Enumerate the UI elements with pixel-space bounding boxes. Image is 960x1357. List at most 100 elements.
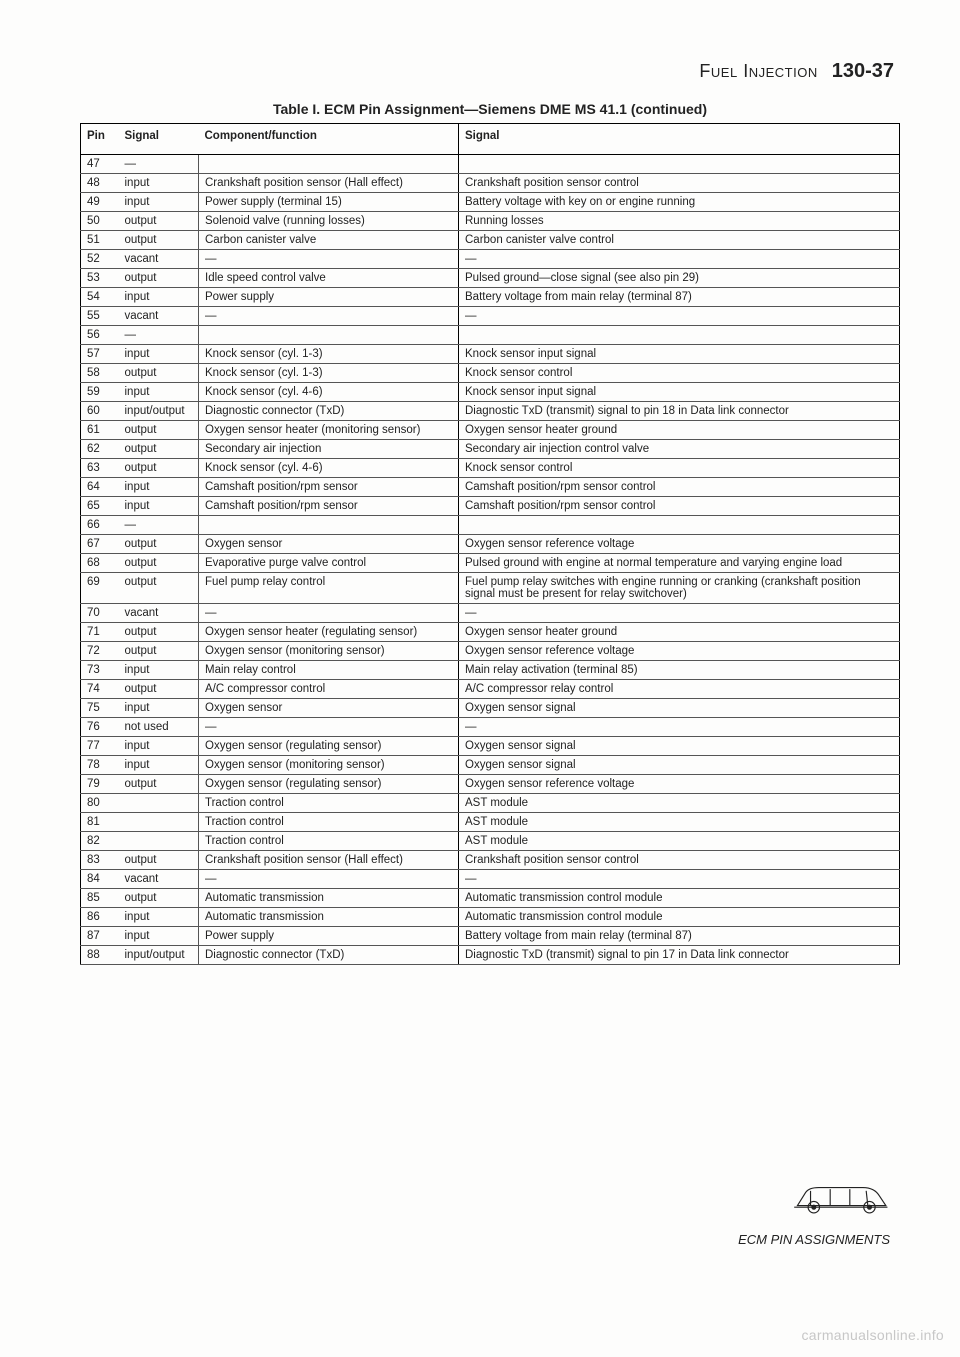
table-cell: output <box>119 364 199 383</box>
table-cell: Crankshaft position sensor (Hall effect) <box>199 851 459 870</box>
table-row: 80Traction controlAST module <box>81 794 900 813</box>
table-cell: output <box>119 642 199 661</box>
table-cell: Traction control <box>199 813 459 832</box>
table-cell <box>199 326 459 345</box>
table-cell: 61 <box>81 421 119 440</box>
table-cell: 54 <box>81 288 119 307</box>
table-cell: Oxygen sensor (monitoring sensor) <box>199 756 459 775</box>
table-cell: Oxygen sensor (regulating sensor) <box>199 737 459 756</box>
table-row: 66— <box>81 516 900 535</box>
table-cell: 70 <box>81 604 119 623</box>
table-cell: — <box>119 155 199 174</box>
table-cell: input <box>119 383 199 402</box>
table-cell: Knock sensor (cyl. 4-6) <box>199 383 459 402</box>
footer-section-label: ECM PIN ASSIGNMENTS <box>738 1232 890 1247</box>
table-row: 75inputOxygen sensorOxygen sensor signal <box>81 699 900 718</box>
table-cell: input <box>119 497 199 516</box>
table-row: 81Traction controlAST module <box>81 813 900 832</box>
table-cell: 58 <box>81 364 119 383</box>
table-cell: Oxygen sensor signal <box>459 737 900 756</box>
table-cell: Oxygen sensor heater ground <box>459 623 900 642</box>
table-cell: 59 <box>81 383 119 402</box>
table-cell: 47 <box>81 155 119 174</box>
table-row: 72outputOxygen sensor (monitoring sensor… <box>81 642 900 661</box>
table-cell: Crankshaft position sensor (Hall effect) <box>199 174 459 193</box>
table-cell <box>459 326 900 345</box>
table-cell <box>459 155 900 174</box>
table-cell: 56 <box>81 326 119 345</box>
table-cell: Traction control <box>199 794 459 813</box>
table-row: 71outputOxygen sensor heater (regulating… <box>81 623 900 642</box>
table-cell: 67 <box>81 535 119 554</box>
table-cell: output <box>119 775 199 794</box>
table-row: 70vacant—— <box>81 604 900 623</box>
table-cell: Automatic transmission control module <box>459 889 900 908</box>
table-cell: 60 <box>81 402 119 421</box>
table-cell: A/C compressor control <box>199 680 459 699</box>
table-cell: Battery voltage from main relay (termina… <box>459 288 900 307</box>
table-cell: vacant <box>119 870 199 889</box>
table-header-row: Pin Signal Component/function Signal <box>81 124 900 155</box>
table-cell: 84 <box>81 870 119 889</box>
table-row: 69outputFuel pump relay controlFuel pump… <box>81 573 900 604</box>
table-cell: — <box>459 307 900 326</box>
table-row: 54inputPower supplyBattery voltage from … <box>81 288 900 307</box>
table-row: 58outputKnock sensor (cyl. 1-3)Knock sen… <box>81 364 900 383</box>
table-row: 65inputCamshaft position/rpm sensorCamsh… <box>81 497 900 516</box>
table-cell: input/output <box>119 946 199 965</box>
table-cell: Camshaft position/rpm sensor <box>199 478 459 497</box>
table-cell: 85 <box>81 889 119 908</box>
col-header-pin: Pin <box>81 124 119 155</box>
table-cell: Knock sensor control <box>459 459 900 478</box>
table-cell: — <box>459 870 900 889</box>
table-cell: input <box>119 174 199 193</box>
table-cell: input <box>119 737 199 756</box>
table-cell: Secondary air injection <box>199 440 459 459</box>
table-cell: output <box>119 212 199 231</box>
table-cell: Evaporative purge valve control <box>199 554 459 573</box>
table-row: 48inputCrankshaft position sensor (Hall … <box>81 174 900 193</box>
table-cell: — <box>199 250 459 269</box>
table-cell: Oxygen sensor reference voltage <box>459 775 900 794</box>
table-cell: 52 <box>81 250 119 269</box>
table-cell: input <box>119 478 199 497</box>
table-cell: vacant <box>119 604 199 623</box>
table-cell: 72 <box>81 642 119 661</box>
table-cell: 74 <box>81 680 119 699</box>
table-cell: output <box>119 421 199 440</box>
table-cell <box>119 813 199 832</box>
table-cell: Automatic transmission <box>199 908 459 927</box>
table-cell: Idle speed control valve <box>199 269 459 288</box>
table-row: 87inputPower supplyBattery voltage from … <box>81 927 900 946</box>
table-cell: 73 <box>81 661 119 680</box>
table-cell: output <box>119 269 199 288</box>
table-row: 83outputCrankshaft position sensor (Hall… <box>81 851 900 870</box>
table-row: 47— <box>81 155 900 174</box>
table-cell: 53 <box>81 269 119 288</box>
table-cell: Oxygen sensor heater ground <box>459 421 900 440</box>
table-cell: Diagnostic connector (TxD) <box>199 402 459 421</box>
table-cell: Power supply (terminal 15) <box>199 193 459 212</box>
table-caption: Table I. ECM Pin Assignment—Siemens DME … <box>80 101 900 117</box>
table-cell: output <box>119 680 199 699</box>
table-row: 63outputKnock sensor (cyl. 4-6)Knock sen… <box>81 459 900 478</box>
table-cell: input <box>119 927 199 946</box>
table-cell: Crankshaft position sensor control <box>459 851 900 870</box>
table-cell: Main relay control <box>199 661 459 680</box>
table-cell: input <box>119 756 199 775</box>
table-cell: Power supply <box>199 288 459 307</box>
table-cell: Solenoid valve (running losses) <box>199 212 459 231</box>
table-row: 82Traction controlAST module <box>81 832 900 851</box>
table-cell: 65 <box>81 497 119 516</box>
col-header-component: Component/function <box>199 124 459 155</box>
table-cell: — <box>199 307 459 326</box>
table-cell: Knock sensor (cyl. 4-6) <box>199 459 459 478</box>
table-cell: 83 <box>81 851 119 870</box>
table-cell: — <box>199 870 459 889</box>
table-cell: Power supply <box>199 927 459 946</box>
table-cell: output <box>119 459 199 478</box>
table-row: 51outputCarbon canister valveCarbon cani… <box>81 231 900 250</box>
table-cell: — <box>459 604 900 623</box>
table-cell: not used <box>119 718 199 737</box>
table-cell: 66 <box>81 516 119 535</box>
